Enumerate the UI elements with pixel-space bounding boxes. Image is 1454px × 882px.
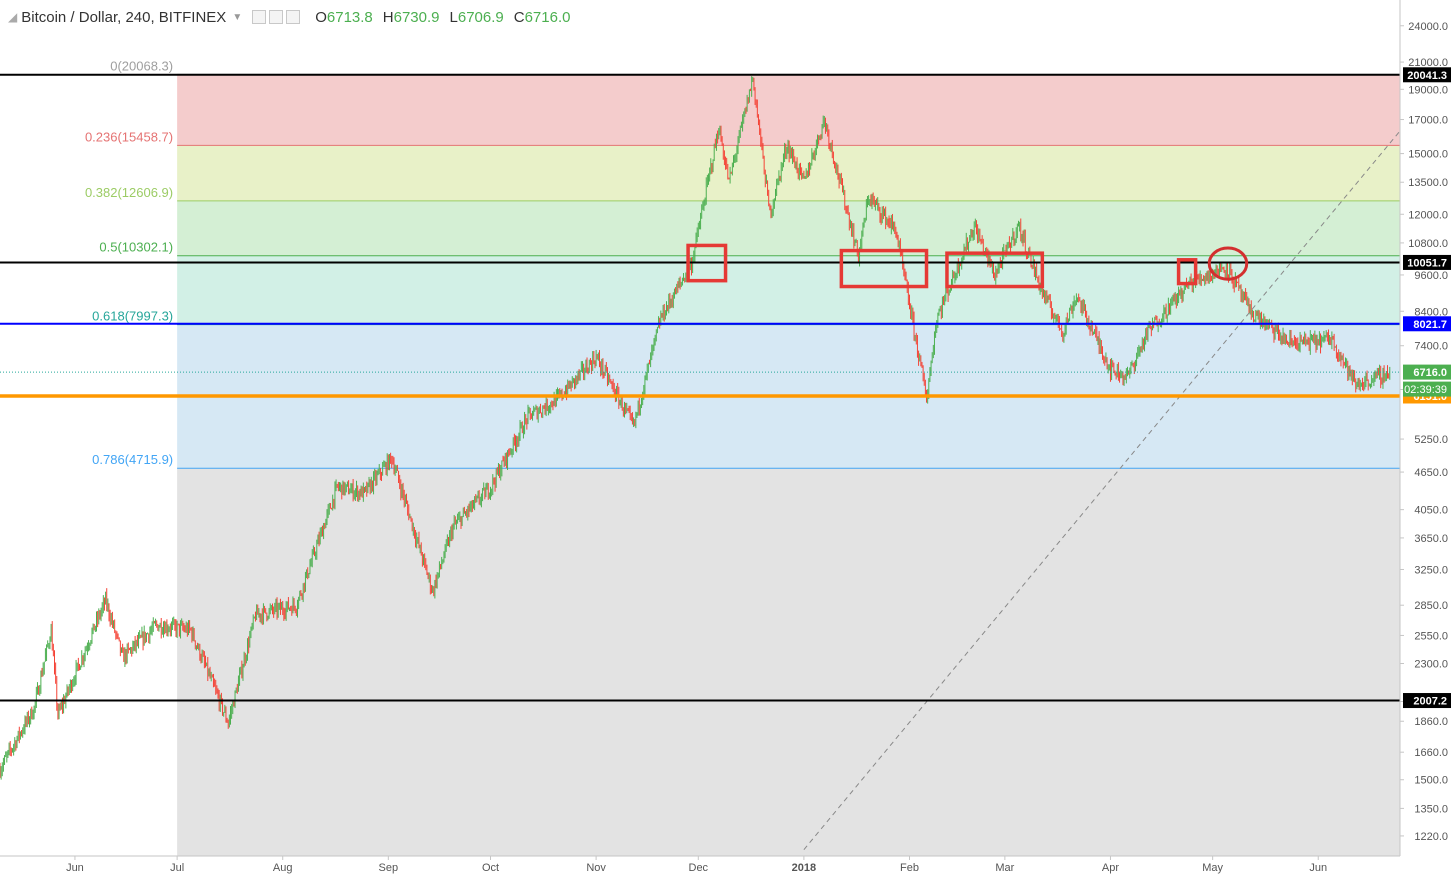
y-tick-label: 3650.0 [1414,533,1448,545]
level-price-tag: 8021.7 [1413,319,1447,331]
y-tick-label: 8400.0 [1414,306,1448,318]
y-tick-label: 1220.0 [1414,831,1448,843]
y-tick-label: 2850.0 [1414,600,1448,612]
close-label: C [513,8,525,26]
high-label: H [382,8,394,26]
symbol-title[interactable]: Bitcoin / Dollar, 240, BITFINEX [21,8,227,26]
x-tick-label: Oct [482,862,499,874]
y-tick-label: 1860.0 [1414,716,1448,728]
level-price-tag: 2007.2 [1413,696,1447,708]
fib-zone [177,200,1401,256]
level-price-tag-bg [1403,254,1451,270]
y-tick-label: 12000.0 [1408,209,1448,221]
y-tick-label: 4050.0 [1414,505,1448,517]
y-tick-label: 9600.0 [1414,270,1448,282]
x-tick-label: Jul [170,862,184,874]
fib-level-label: 0.618(7997.3) [92,309,173,324]
y-tick-label: 4650.0 [1414,467,1448,479]
y-tick-label: 13500.0 [1408,177,1448,189]
x-tick-label: Sep [379,862,399,874]
x-tick-label: Dec [689,862,709,874]
x-tick-label: Nov [586,862,606,874]
y-tick-label: 1660.0 [1414,747,1448,759]
highlight-box[interactable] [686,243,728,283]
y-tick-label: 2550.0 [1414,630,1448,642]
last-price-tag: 6716.0 [1413,367,1447,379]
x-tick-label: Mar [995,862,1014,874]
fib-level-label: 0.786(4715.9) [92,452,173,467]
y-tick-label: 3250.0 [1414,564,1448,576]
eye-icon[interactable] [252,10,267,24]
x-tick-label: May [1202,862,1223,874]
fib-level-label: 0(20068.3) [110,58,173,73]
open-value: 6713.8 [326,8,373,26]
x-tick-label: Jun [66,862,84,874]
level-price-tag: 20041.3 [1407,70,1447,82]
candles-group [0,76,1391,780]
level-price-tag-bg [1403,693,1451,709]
high-value: 6730.9 [393,8,440,26]
x-tick-label: 2018 [792,862,816,874]
fib-level-label: 0.236(15458.7) [85,129,173,144]
last-price-tag-bg [1403,364,1451,380]
highlight-box[interactable] [839,248,929,289]
y-tick-label: 10800.0 [1408,238,1448,250]
highlight-box[interactable] [945,251,1045,289]
y-tick-label: 2300.0 [1414,659,1448,671]
y-tick-label: 7400.0 [1414,341,1448,353]
fib-zone [177,145,1401,201]
y-tick-label: 21000.0 [1408,57,1448,69]
y-tick-label: 19000.0 [1408,84,1448,96]
y-tick-label: 1350.0 [1414,803,1448,815]
x-tick-label: Feb [900,862,919,874]
trend-line[interactable] [803,130,1401,850]
close-value: 6716.0 [524,8,571,26]
y-tick-label: 17000.0 [1408,115,1448,127]
highlight-ellipse[interactable] [1207,246,1249,281]
fib-zone [177,468,1401,856]
chevron-down-icon[interactable]: ▼ [232,11,243,23]
y-tick-label: 1500.0 [1414,775,1448,787]
close-icon[interactable] [286,10,301,24]
highlight-box[interactable] [1176,258,1198,286]
y-tick-label: 5250.0 [1414,434,1448,446]
fib-zone [177,74,1401,146]
y-tick-label: 15000.0 [1408,149,1448,161]
symbol-marker-icon: ◢ [8,10,18,24]
countdown-tag: 02:39:39 [1404,384,1447,396]
low-value: 6706.9 [457,8,504,26]
low-label: L [449,8,458,26]
chart-header: ◢ Bitcoin / Dollar, 240, BITFINEX ▼ O671… [0,0,1400,34]
price-axis-background [1400,0,1454,882]
open-label: O [315,8,327,26]
fib-zone [177,255,1401,325]
level-price-tag: 10051.7 [1407,257,1447,269]
countdown-tag-bg [1403,381,1451,397]
settings-icon[interactable] [269,10,284,24]
x-tick-label: Jun [1309,862,1327,874]
level-price-tag-bg [1403,67,1451,83]
x-tick-label: Aug [273,862,293,874]
fib-level-label: 0.382(12606.9) [85,185,173,200]
x-tick-label: Apr [1102,862,1119,874]
fib-level-label: 0.5(10302.1) [99,240,173,255]
level-price-tag-bg [1403,316,1451,332]
y-tick-label: 24000.0 [1408,21,1448,33]
